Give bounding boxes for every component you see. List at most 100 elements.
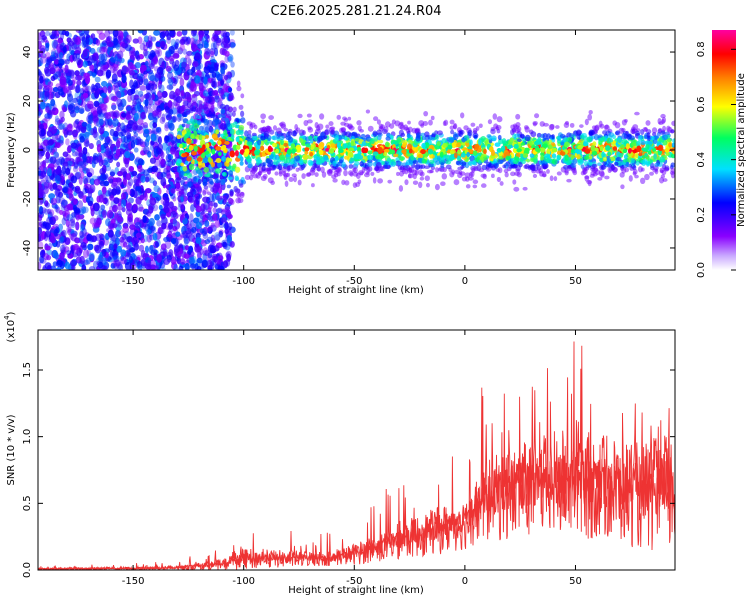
heat-cell bbox=[128, 255, 134, 264]
heat-cell bbox=[491, 135, 497, 142]
heat-cell bbox=[111, 84, 116, 91]
heat-cell bbox=[224, 243, 231, 251]
heat-cell bbox=[165, 111, 171, 118]
heat-cell bbox=[96, 30, 103, 35]
heat-cell bbox=[196, 257, 203, 264]
heat-cell bbox=[549, 123, 555, 130]
heat-cell bbox=[425, 182, 430, 188]
heat-cell bbox=[86, 188, 94, 194]
heat-cell bbox=[143, 191, 148, 201]
heat-cell bbox=[167, 100, 173, 108]
heat-cell bbox=[410, 155, 415, 161]
heat-cell bbox=[586, 179, 593, 185]
heat-cell bbox=[286, 165, 291, 172]
heat-cell bbox=[66, 203, 74, 211]
heat-cell bbox=[608, 138, 614, 143]
heat-cell bbox=[126, 181, 132, 189]
heat-cell bbox=[74, 36, 82, 45]
heat-cell bbox=[513, 156, 520, 161]
heat-cell bbox=[64, 104, 69, 111]
heat-cell bbox=[58, 51, 64, 59]
heat-cell bbox=[280, 138, 284, 145]
heat-cell bbox=[89, 47, 96, 55]
heat-cell bbox=[604, 175, 610, 180]
heat-cell bbox=[487, 119, 493, 125]
heat-cell bbox=[323, 155, 329, 161]
heat-cell bbox=[341, 179, 346, 186]
heat-cell bbox=[258, 170, 263, 176]
heat-cell bbox=[195, 169, 202, 174]
heat-cell bbox=[170, 38, 176, 48]
heat-cell bbox=[170, 116, 176, 123]
heat-cell bbox=[516, 148, 522, 153]
heat-cell bbox=[143, 169, 150, 176]
heat-cell bbox=[272, 125, 278, 131]
heat-cell bbox=[570, 163, 577, 168]
heat-cell bbox=[40, 163, 46, 172]
heat-cell bbox=[219, 123, 227, 130]
heat-cell bbox=[221, 217, 227, 224]
heat-cell bbox=[124, 236, 131, 245]
heat-cell bbox=[101, 40, 108, 46]
heat-cell bbox=[168, 30, 175, 37]
heat-cell bbox=[81, 39, 87, 48]
heat-cell bbox=[539, 147, 546, 153]
heat-cell bbox=[318, 149, 324, 155]
heat-cell bbox=[81, 121, 88, 127]
heat-cell bbox=[165, 65, 172, 72]
heat-cell bbox=[201, 228, 208, 237]
heat-cell bbox=[260, 145, 265, 151]
heat-cell bbox=[437, 130, 443, 136]
heat-cell bbox=[307, 159, 314, 166]
heat-cell bbox=[204, 249, 211, 257]
heat-cell bbox=[66, 129, 74, 136]
heat-cell bbox=[467, 129, 473, 137]
heat-cell bbox=[204, 47, 210, 55]
heat-cell bbox=[67, 40, 75, 47]
heat-cell bbox=[420, 132, 426, 137]
heat-cell bbox=[597, 176, 603, 181]
heat-cell bbox=[46, 208, 52, 215]
heat-cell bbox=[569, 122, 575, 128]
heat-cell bbox=[109, 171, 116, 177]
heat-cell bbox=[384, 121, 391, 128]
heat-cell bbox=[199, 147, 205, 154]
heat-cell bbox=[154, 171, 160, 178]
heat-cell bbox=[104, 197, 110, 206]
heat-cell bbox=[534, 113, 540, 119]
heat-cell bbox=[665, 151, 670, 156]
heat-cell bbox=[215, 146, 222, 151]
heat-cell bbox=[306, 172, 312, 177]
heat-cell bbox=[115, 126, 120, 134]
heat-cell bbox=[629, 135, 635, 141]
heat-cell bbox=[127, 197, 134, 204]
heat-cell bbox=[246, 141, 253, 146]
heat-cell bbox=[180, 257, 186, 265]
heat-cell bbox=[92, 202, 100, 212]
heat-cell bbox=[660, 113, 666, 119]
heat-cell bbox=[520, 146, 525, 151]
heat-cell bbox=[211, 80, 216, 88]
heat-cell bbox=[206, 254, 213, 262]
heat-cell bbox=[434, 183, 440, 191]
heat-cell bbox=[165, 211, 172, 217]
heat-cell bbox=[529, 164, 535, 170]
heat-cell bbox=[600, 171, 605, 178]
heat-cell bbox=[108, 178, 114, 184]
heat-cell bbox=[125, 114, 132, 121]
heat-cell bbox=[654, 162, 660, 167]
heat-cell bbox=[186, 50, 193, 56]
heat-cell bbox=[52, 87, 59, 93]
heat-cell bbox=[108, 243, 114, 251]
heat-cell bbox=[440, 161, 445, 169]
heat-cell bbox=[68, 181, 74, 188]
heat-cell bbox=[73, 207, 80, 214]
heat-cell bbox=[165, 154, 172, 163]
heat-cell bbox=[110, 218, 116, 225]
heat-cell bbox=[80, 170, 85, 180]
heat-cell bbox=[75, 256, 82, 264]
heat-cell bbox=[125, 188, 132, 196]
heat-cell bbox=[148, 205, 154, 214]
heat-cell bbox=[592, 172, 598, 177]
heat-cell bbox=[59, 76, 67, 86]
